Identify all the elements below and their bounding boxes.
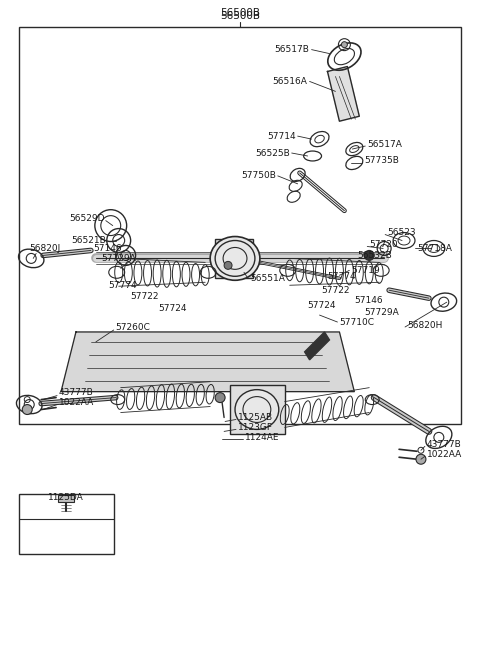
- Circle shape: [416, 454, 426, 464]
- Text: 57729A: 57729A: [101, 254, 135, 263]
- Text: 57774: 57774: [109, 281, 137, 290]
- Text: 56521B: 56521B: [71, 236, 106, 245]
- Text: 56551A: 56551A: [250, 274, 285, 283]
- Text: 1123GF: 1123GF: [238, 423, 273, 432]
- Text: 56523: 56523: [387, 228, 416, 237]
- Polygon shape: [327, 66, 360, 121]
- Polygon shape: [61, 332, 354, 392]
- Text: 57719: 57719: [351, 266, 380, 275]
- Bar: [215, 239, 253, 278]
- Text: 57146: 57146: [354, 296, 383, 304]
- Text: 57260C: 57260C: [116, 323, 151, 333]
- Text: 57724: 57724: [308, 300, 336, 310]
- Text: 57750B: 57750B: [241, 171, 276, 180]
- Text: 57718A: 57718A: [417, 244, 452, 253]
- Bar: [58, 495, 74, 502]
- Text: 1022AA: 1022AA: [427, 450, 462, 459]
- Text: 56500B: 56500B: [220, 8, 260, 18]
- Text: 43777B: 43777B: [59, 388, 94, 397]
- Text: 1022AA: 1022AA: [59, 398, 94, 407]
- Text: 57729A: 57729A: [364, 308, 399, 317]
- Circle shape: [341, 42, 348, 48]
- Bar: [230, 384, 285, 434]
- Text: 57146: 57146: [93, 244, 121, 253]
- Text: 56820H: 56820H: [407, 321, 443, 329]
- Text: 56517B: 56517B: [275, 45, 310, 54]
- Text: 56516A: 56516A: [273, 77, 308, 86]
- Text: 56820J: 56820J: [29, 244, 60, 253]
- Bar: [19, 27, 461, 424]
- Bar: [19, 494, 114, 554]
- Text: 56500B: 56500B: [220, 10, 260, 21]
- Text: 56525B: 56525B: [255, 148, 290, 157]
- Text: 57774: 57774: [327, 272, 356, 281]
- Text: 57722: 57722: [131, 292, 159, 300]
- Ellipse shape: [215, 241, 255, 276]
- Ellipse shape: [235, 390, 279, 430]
- Text: 57720: 57720: [369, 240, 398, 249]
- Circle shape: [224, 261, 232, 270]
- Text: 57714: 57714: [267, 132, 296, 140]
- Polygon shape: [305, 332, 329, 359]
- Text: 57710C: 57710C: [339, 318, 374, 327]
- Text: 57724: 57724: [158, 304, 187, 313]
- Text: 56529D: 56529D: [69, 214, 105, 223]
- Text: 1125AB: 1125AB: [238, 413, 273, 422]
- Text: 56532B: 56532B: [357, 251, 392, 260]
- Text: 57722: 57722: [322, 286, 350, 295]
- Circle shape: [22, 405, 32, 415]
- Text: 57735B: 57735B: [364, 157, 399, 165]
- Circle shape: [215, 393, 225, 403]
- Text: 1125DA: 1125DA: [48, 493, 84, 502]
- Ellipse shape: [210, 237, 260, 280]
- Text: 56517A: 56517A: [367, 140, 402, 148]
- Text: 43777B: 43777B: [427, 440, 462, 449]
- Circle shape: [364, 251, 374, 260]
- Text: 1124AE: 1124AE: [245, 433, 279, 442]
